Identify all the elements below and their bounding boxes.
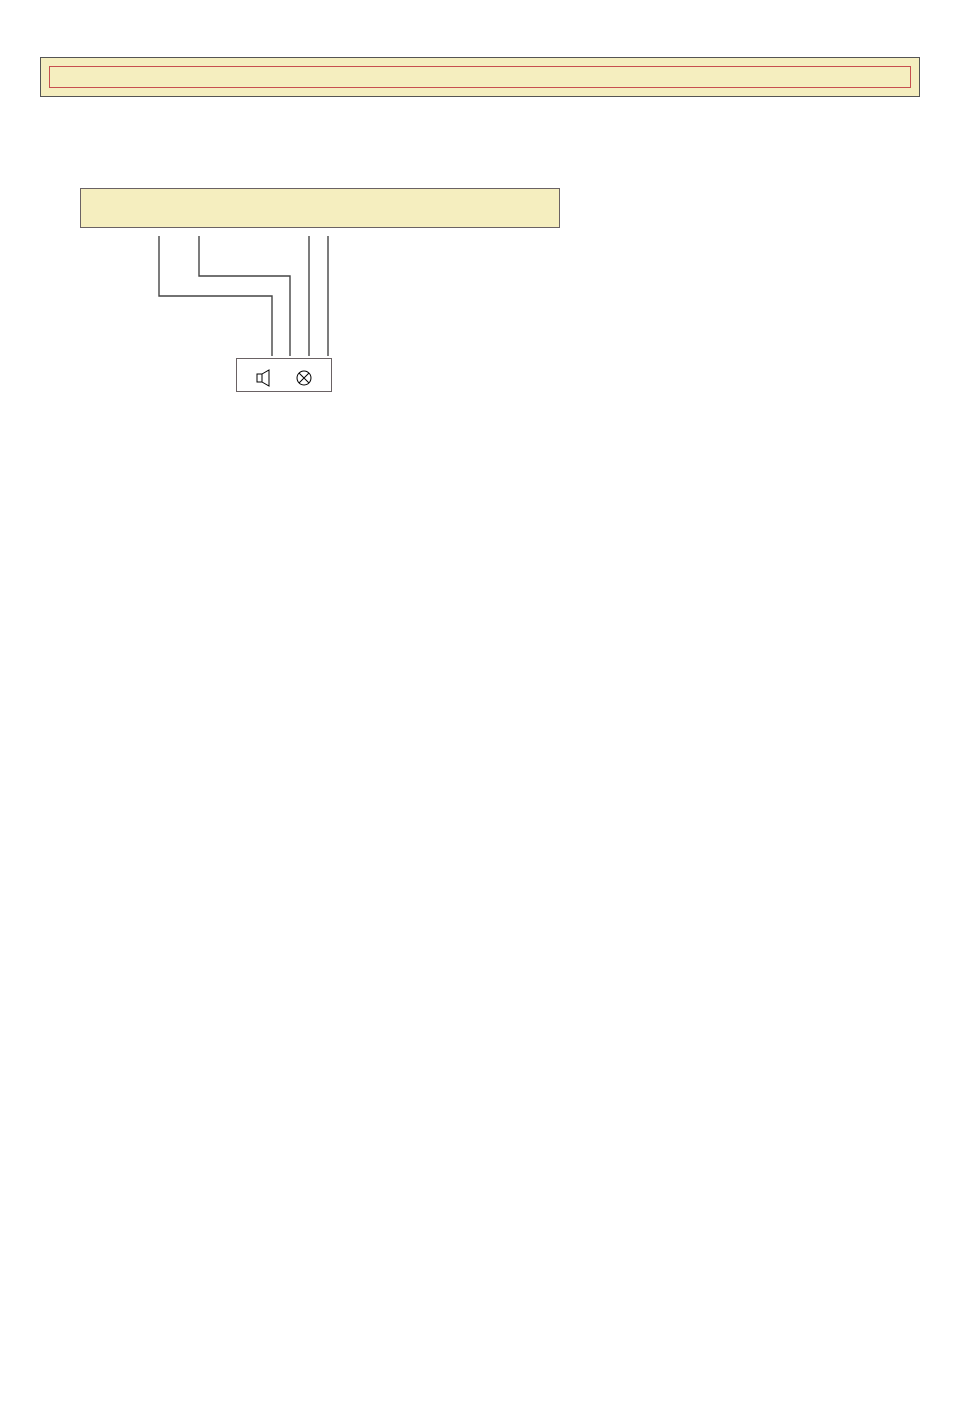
mid-item bbox=[40, 125, 920, 143]
wires-svg bbox=[80, 236, 560, 356]
soa-wrap bbox=[236, 358, 920, 392]
section-heading bbox=[40, 20, 920, 39]
voltage-diagram bbox=[80, 188, 560, 228]
soa-box bbox=[236, 358, 332, 392]
mid-item bbox=[40, 142, 920, 160]
relay-diagram bbox=[40, 57, 920, 97]
lamp-icon bbox=[294, 369, 314, 387]
speaker-icon bbox=[255, 369, 275, 387]
soa-icon-row bbox=[245, 369, 323, 387]
